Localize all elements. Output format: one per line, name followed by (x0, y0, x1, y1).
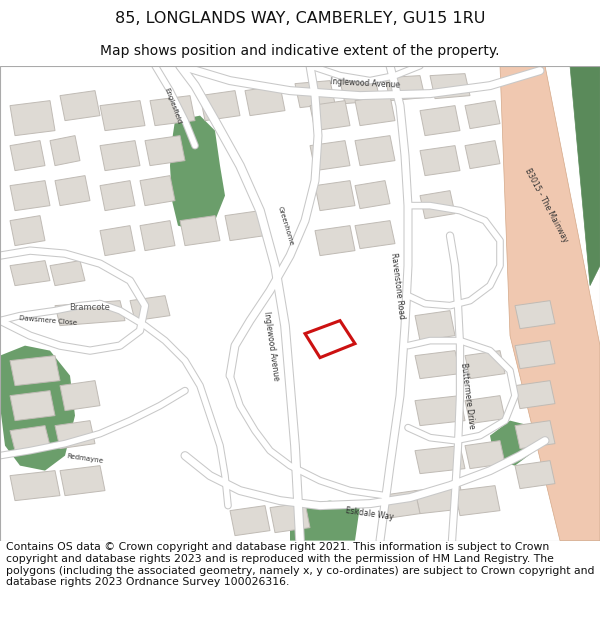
Polygon shape (515, 341, 555, 369)
Polygon shape (130, 296, 170, 321)
Polygon shape (55, 421, 95, 449)
Text: Eskdale Way: Eskdale Way (346, 506, 395, 521)
Polygon shape (100, 226, 135, 256)
Polygon shape (355, 136, 395, 166)
Polygon shape (455, 486, 500, 516)
Polygon shape (465, 141, 500, 169)
Polygon shape (100, 141, 140, 171)
Text: 85, LONGLANDS WAY, CAMBERLEY, GU15 1RU: 85, LONGLANDS WAY, CAMBERLEY, GU15 1RU (115, 11, 485, 26)
Polygon shape (315, 181, 355, 211)
Polygon shape (60, 466, 105, 496)
Text: Map shows position and indicative extent of the property.: Map shows position and indicative extent… (100, 44, 500, 58)
Text: Redmayne: Redmayne (67, 453, 104, 464)
Polygon shape (465, 441, 505, 469)
Text: Buttermere Drive: Buttermere Drive (460, 362, 476, 429)
Polygon shape (415, 446, 465, 474)
Polygon shape (55, 301, 125, 326)
Polygon shape (10, 471, 60, 501)
Polygon shape (140, 176, 175, 206)
Polygon shape (415, 311, 455, 341)
Polygon shape (230, 506, 270, 536)
Polygon shape (465, 351, 505, 379)
Polygon shape (0, 346, 75, 471)
Polygon shape (55, 176, 90, 206)
Polygon shape (415, 486, 465, 514)
Polygon shape (430, 74, 470, 99)
Polygon shape (50, 136, 80, 166)
Polygon shape (245, 86, 285, 116)
Text: Inglewood Avenue: Inglewood Avenue (330, 78, 400, 90)
Polygon shape (500, 66, 600, 541)
Polygon shape (515, 421, 555, 449)
Polygon shape (225, 211, 265, 241)
Polygon shape (310, 141, 350, 171)
Polygon shape (420, 106, 460, 136)
Polygon shape (415, 396, 465, 426)
Polygon shape (380, 491, 420, 519)
Polygon shape (490, 421, 535, 466)
Polygon shape (420, 191, 455, 219)
Polygon shape (385, 76, 425, 101)
Polygon shape (355, 221, 395, 249)
Polygon shape (465, 101, 500, 129)
Polygon shape (10, 181, 50, 211)
Polygon shape (355, 181, 390, 209)
Polygon shape (545, 66, 600, 146)
Polygon shape (10, 141, 45, 171)
Text: Inglewood Avenue: Inglewood Avenue (262, 311, 280, 381)
Polygon shape (295, 81, 335, 107)
Polygon shape (355, 96, 395, 126)
Text: Greenhome: Greenhome (277, 205, 295, 246)
Polygon shape (170, 116, 225, 231)
Polygon shape (10, 101, 55, 136)
Text: Contains OS data © Crown copyright and database right 2021. This information is : Contains OS data © Crown copyright and d… (6, 542, 595, 587)
Text: Bramcote: Bramcote (70, 303, 110, 312)
Polygon shape (180, 216, 220, 246)
Polygon shape (420, 146, 460, 176)
Polygon shape (415, 351, 460, 379)
Text: B3015 - The Mainway: B3015 - The Mainway (523, 167, 569, 244)
Polygon shape (100, 101, 145, 131)
Polygon shape (200, 91, 240, 121)
Polygon shape (515, 461, 555, 489)
Polygon shape (290, 501, 360, 541)
Polygon shape (150, 96, 195, 126)
Polygon shape (60, 381, 100, 411)
Polygon shape (310, 101, 350, 131)
Text: Ravenstone Road: Ravenstone Road (389, 252, 407, 319)
Polygon shape (515, 381, 555, 409)
Polygon shape (50, 261, 85, 286)
Polygon shape (340, 78, 380, 104)
Polygon shape (145, 136, 185, 166)
Polygon shape (515, 301, 555, 329)
Polygon shape (140, 221, 175, 251)
Polygon shape (315, 226, 355, 256)
Polygon shape (100, 181, 135, 211)
Polygon shape (465, 396, 505, 424)
Polygon shape (10, 391, 55, 421)
Polygon shape (10, 261, 50, 286)
Text: Dawsmere Close: Dawsmere Close (19, 315, 77, 326)
Polygon shape (10, 216, 45, 246)
Polygon shape (570, 66, 600, 286)
Polygon shape (10, 356, 60, 386)
Text: Englesfield: Englesfield (164, 87, 182, 124)
Polygon shape (10, 426, 50, 451)
Polygon shape (270, 503, 310, 532)
Polygon shape (60, 91, 100, 121)
